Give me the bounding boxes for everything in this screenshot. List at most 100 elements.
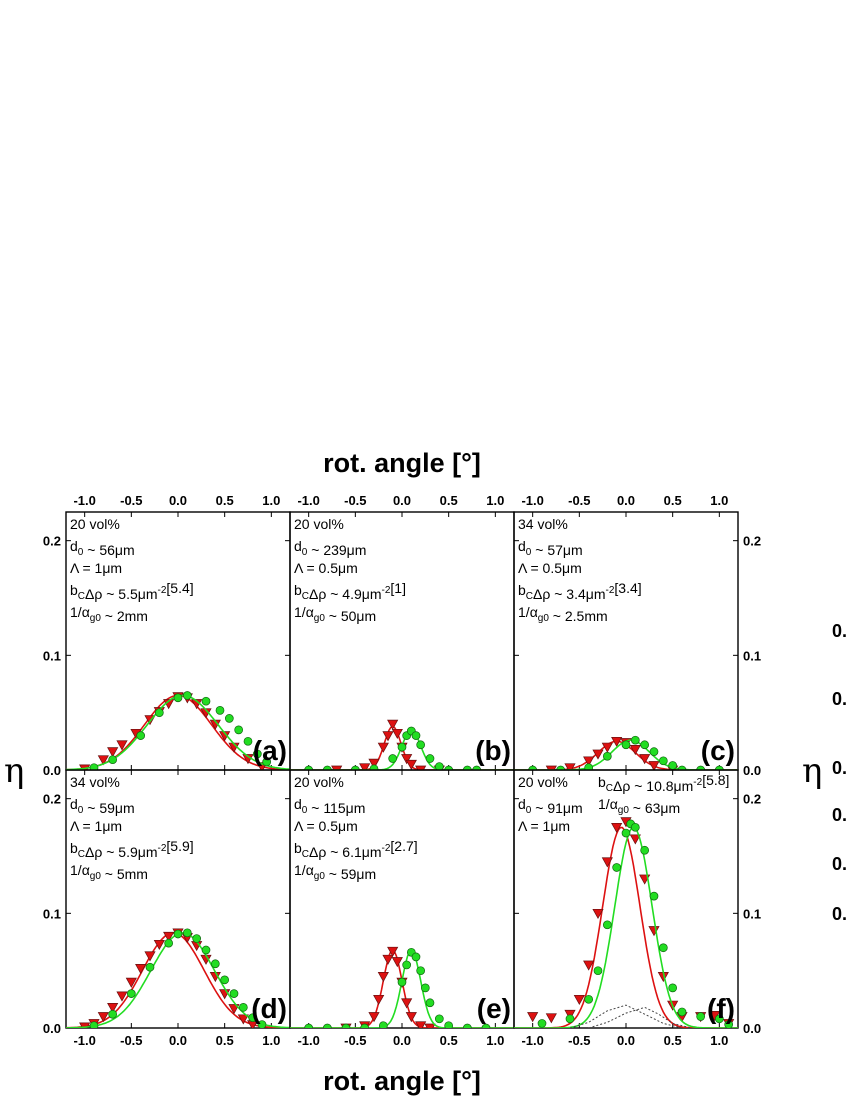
data-point-circle — [537, 1019, 547, 1028]
y-tick-label: 0.0 — [743, 763, 761, 778]
panel-annotation: d0 ~ 59μm — [70, 796, 135, 816]
plot-area — [66, 691, 290, 770]
data-point-triangle — [401, 998, 413, 1009]
data-point-triangle — [116, 991, 128, 1002]
data-point-triangle — [573, 994, 585, 1006]
x-tick-label: -1.0 — [297, 1033, 319, 1048]
data-point-triangle — [401, 754, 413, 765]
panel-annotation: 1/αg0 ~ 63μm — [598, 796, 680, 816]
data-point-circle — [378, 1021, 388, 1028]
data-point-circle — [262, 757, 272, 767]
data-point-circle — [528, 765, 538, 770]
panel-label: (b) — [475, 735, 511, 766]
x-tick-label: 0.0 — [169, 493, 187, 508]
data-point-triangle — [382, 731, 394, 742]
data-point-circle — [108, 1009, 118, 1019]
data-point-triangle — [97, 755, 109, 766]
data-point-circle — [593, 966, 603, 976]
data-point-triangle — [611, 736, 623, 748]
data-point-circle — [612, 863, 622, 872]
data-point-circle — [677, 1007, 687, 1017]
panel-annotation: 1/αg0 ~ 2.5mm — [518, 604, 608, 624]
data-point-triangle — [405, 1012, 417, 1023]
data-point-circle — [89, 763, 99, 770]
data-point-circle — [182, 928, 192, 938]
data-point-circle — [602, 920, 612, 930]
x-tick-label: -1.0 — [297, 493, 319, 508]
y-tick-label: 0.1 — [43, 648, 61, 663]
data-point-circle — [126, 989, 136, 998]
data-point-circle — [243, 736, 253, 746]
plot-area — [66, 928, 290, 1028]
data-point-circle — [425, 754, 435, 763]
data-point-circle — [252, 749, 262, 759]
panel-annotation: 20 vol% — [294, 516, 344, 532]
data-point-triangle — [601, 742, 613, 753]
data-point-triangle — [545, 1013, 557, 1024]
fit-curve-red — [514, 826, 738, 1028]
data-point-triangle — [331, 765, 343, 770]
data-point-triangle — [144, 951, 156, 962]
x-tick-label: -0.5 — [568, 493, 590, 508]
data-point-circle — [201, 696, 211, 706]
panel-label: (d) — [251, 993, 287, 1024]
data-point-triangle — [527, 1012, 539, 1023]
data-point-triangle — [629, 834, 641, 845]
data-point-circle — [89, 1021, 99, 1028]
y-tick-label: 0.2 — [43, 534, 61, 549]
data-point-circle — [556, 765, 566, 770]
data-point-circle — [416, 966, 426, 976]
x-tick-label: -0.5 — [344, 493, 366, 508]
panel-annotation: 1/αg0 ~ 5mm — [70, 862, 148, 882]
panel-annotation: Λ = 1μm — [70, 818, 122, 834]
data-point-circle — [696, 1012, 706, 1021]
data-point-circle — [602, 751, 612, 761]
x-tick-label: 1.0 — [262, 1033, 280, 1048]
left-y-axis-title: η — [4, 751, 24, 791]
data-point-circle — [640, 845, 650, 855]
data-point-circle — [360, 1023, 370, 1028]
y-tick-label: 0.1 — [743, 648, 761, 663]
cut-tick-label: 0. — [832, 689, 847, 709]
panel-f: -1.0 -0.5 0.0 0.5 1.0 0.0 0.1 0.2 20 vol% d0 ~ 91… — [513, 769, 761, 1048]
x-tick-label: -0.5 — [120, 1033, 142, 1048]
panel-annotation: bCΔρ ~ 5.5μm-2[5.4] — [70, 580, 194, 602]
y-tick-label: 0.2 — [43, 792, 61, 807]
data-point-triangle — [116, 740, 128, 751]
x-tick-label: 1.0 — [710, 493, 728, 508]
data-point-triangle — [242, 754, 254, 765]
x-tick-label: -1.0 — [73, 493, 95, 508]
data-point-circle — [658, 943, 668, 953]
data-point-circle — [584, 763, 594, 770]
panel-annotation: 34 vol% — [518, 516, 568, 532]
x-tick-label: 0.0 — [169, 1033, 187, 1048]
x-tick-label: 1.0 — [486, 493, 504, 508]
data-point-triangle — [107, 747, 119, 758]
data-point-triangle — [97, 1012, 109, 1023]
data-point-circle — [462, 1023, 472, 1028]
fit-curve-green — [514, 826, 738, 1028]
data-point-triangle — [601, 857, 613, 868]
panel-d: -1.0 -0.5 0.0 0.5 1.0 0.0 0.1 0.2 34 vol% d0 ~ 59… — [43, 769, 291, 1048]
x-tick-label: 0.0 — [393, 493, 411, 508]
x-tick-label: -1.0 — [73, 1033, 95, 1048]
plot-area — [514, 817, 738, 1028]
data-point-triangle — [153, 939, 165, 951]
x-tick-label: 0.5 — [440, 1033, 458, 1048]
data-point-triangle — [237, 1014, 249, 1025]
panel-annotation: bCΔρ ~ 3.4μm-2[3.4] — [518, 580, 642, 602]
data-point-triangle — [415, 765, 427, 770]
data-point-circle — [411, 731, 421, 740]
panel-label: (e) — [477, 993, 511, 1024]
panel-annotation: Λ = 0.5μm — [518, 560, 582, 576]
data-point-circle — [649, 891, 659, 901]
component-curve — [569, 1004, 683, 1028]
data-point-triangle — [629, 745, 641, 756]
data-point-triangle — [648, 761, 660, 770]
x-tick-label: -0.5 — [568, 1033, 590, 1048]
panel-annotation: bCΔρ ~ 4.9μm-2[1] — [294, 580, 406, 602]
data-point-triangle — [611, 822, 623, 834]
data-point-triangle — [424, 1023, 436, 1028]
data-point-circle — [173, 693, 183, 703]
